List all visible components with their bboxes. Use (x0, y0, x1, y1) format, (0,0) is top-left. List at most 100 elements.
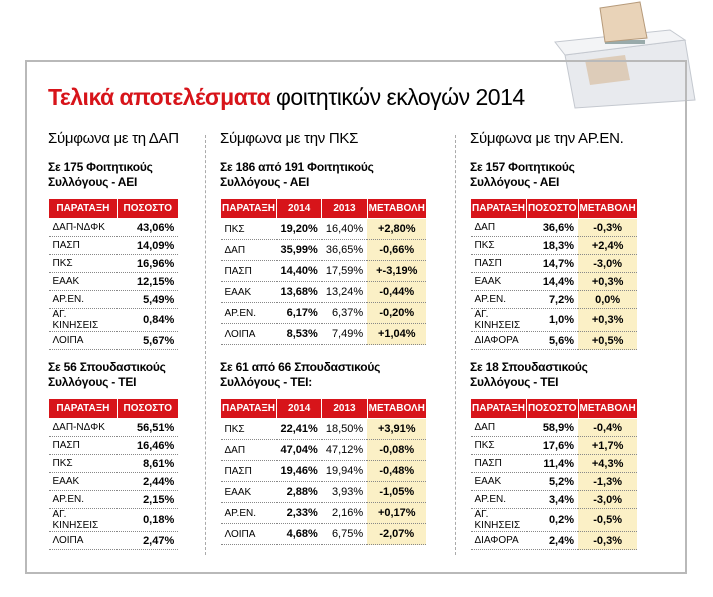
data-row: ΑΡ.ΕΝ. 6,17% 6,37% -0,20% (220, 302, 427, 324)
data-row: ΠΚΣ 16,96% (48, 254, 179, 273)
party-name: ΑΓ. ΚΙΝΗΣΕΙΣ (48, 308, 118, 332)
data-row: ΑΓ. ΚΙΝΗΣΕΙΣ 1,0% +0,3% (470, 308, 638, 332)
results-table: ΠΑΡΑΤΑΞΗ ΠΟΣΟΣΤΟ ΜΕΤΑΒΟΛΗ ΔΑΠ 58,9% -0,4% ΠΚΣ 1… (469, 398, 638, 550)
results-table: ΠΑΡΑΤΑΞΗ 2014 2013 ΜΕΤΑΒΟΛΗ ΠΚΣ 19,20% 16,40% +… (219, 198, 427, 345)
value-cell: -0,4% (578, 418, 638, 437)
party-name: ΕΑΑΚ (470, 272, 527, 291)
party-name: ΔΑΠ-ΝΔΦΚ (48, 418, 118, 437)
value-cell: 36,65% (321, 239, 368, 261)
value-cell: 2,4% (526, 531, 579, 550)
value-cell: 13,24% (321, 281, 368, 303)
value-cell: 12,15% (117, 272, 179, 291)
party-name: ΔΑΠ-ΝΔΦΚ (48, 218, 118, 237)
value-cell: 0,84% (117, 308, 179, 332)
column-header: ΠΑΡΑΤΑΞΗ (219, 398, 278, 419)
value-cell: -3,0% (578, 490, 638, 509)
value-cell: 14,7% (526, 254, 579, 273)
value-cell: +2,4% (578, 236, 638, 255)
value-cell: 16,46% (117, 436, 179, 455)
party-name: ΑΡ.ΕΝ. (220, 302, 277, 324)
data-row: ΑΡ.ΕΝ. 7,2% 0,0% (470, 290, 638, 309)
party-name: ΑΓ. ΚΙΝΗΣΕΙΣ (48, 508, 118, 532)
value-cell: 2,16% (321, 502, 368, 524)
data-row: ΠΑΣΠ 14,09% (48, 236, 179, 255)
party-name: ΔΑΠ (220, 239, 277, 261)
column-header: ΜΕΤΑΒΟΛΗ (577, 198, 638, 219)
value-cell: 18,50% (321, 418, 368, 440)
column-header: ΠΑΡΑΤΑΞΗ (469, 198, 528, 219)
table-block: Σε 61 από 66 Σπουδαστικούς Συλλόγους - Τ… (219, 360, 427, 545)
party-name: ΛΟΙΠΑ (48, 331, 118, 350)
data-row: ΑΓ. ΚΙΝΗΣΕΙΣ 0,2% -0,5% (470, 508, 638, 532)
value-cell: 7,49% (321, 323, 368, 345)
data-row: ΔΑΠ 58,9% -0,4% (470, 418, 638, 437)
envelope (599, 1, 648, 43)
party-name: ΕΑΑΚ (48, 472, 118, 491)
slot (605, 40, 645, 44)
data-row: ΛΟΙΠΑ 4,68% 6,75% -2,07% (220, 523, 427, 545)
party-name: ΠΑΣΠ (470, 454, 527, 473)
party-name: ΑΡ.ΕΝ. (48, 290, 118, 309)
party-name: ΔΑΠ (470, 218, 527, 237)
value-cell: 19,20% (276, 218, 322, 240)
party-name: ΑΓ. ΚΙΝΗΣΕΙΣ (470, 308, 527, 332)
header-row: ΠΑΡΑΤΑΞΗ ΠΟΣΟΣΤΟ (48, 398, 179, 419)
data-row: ΠΚΣ 19,20% 16,40% +2,80% (220, 218, 427, 240)
data-row: ΠΑΣΠ 14,40% 17,59% +-3,19% (220, 260, 427, 282)
title: Τελικά αποτελέσματα φοιτητικών εκλογών 2… (48, 84, 525, 111)
column-header: ΠΑΡΑΤΑΞΗ (469, 398, 528, 419)
header-row: ΠΑΡΑΤΑΞΗ ΠΟΣΟΣΤΟ (48, 198, 179, 219)
value-cell: 22,41% (276, 418, 322, 440)
column-header: 2014 (276, 398, 323, 419)
table-subtitle: Σε 61 από 66 Σπουδαστικούς Συλλόγους - Τ… (220, 360, 381, 389)
data-row: ΠΑΣΠ 16,46% (48, 436, 179, 455)
data-row: ΔΙΑΦΟΡΑ 5,6% +0,5% (470, 331, 638, 350)
party-name: ΔΑΠ (470, 418, 527, 437)
title-highlight: Τελικά αποτελέσματα (48, 84, 271, 110)
party-name: ΕΑΑΚ (470, 472, 527, 491)
value-cell: 5,67% (117, 331, 179, 350)
value-cell: 58,9% (526, 418, 579, 437)
value-cell: 1,0% (526, 308, 579, 332)
table-subtitle: Σε 157 Φοιτητικούς Συλλόγους - ΑΕΙ (470, 160, 575, 189)
party-name: ΔΑΠ (220, 439, 277, 461)
party-name: ΕΑΑΚ (220, 281, 277, 303)
value-cell: 6,75% (321, 523, 368, 545)
party-name: ΠΑΣΠ (48, 436, 118, 455)
data-row: ΔΑΠ 47,04% 47,12% -0,08% (220, 439, 427, 461)
party-name: ΠΑΣΠ (48, 236, 118, 255)
table-block: Σε 56 Σπουδαστικούς Συλλόγους - ΤΕΙ ΠΑΡΑΤ… (48, 360, 179, 550)
party-name: ΛΟΙΠΑ (220, 523, 277, 545)
column-header: ΠΟΣΟΣΤΟ (116, 398, 179, 419)
column: Σύμφωνα με την ΠΚΣ Σε 186 από 191 Φοιτητι… (219, 130, 427, 545)
column: Σύμφωνα με την ΑΡ.ΕΝ. Σε 157 Φοιτητικούς … (469, 130, 638, 550)
value-cell: 19,94% (321, 460, 368, 482)
value-cell: 2,88% (276, 481, 322, 503)
separator (455, 135, 456, 555)
value-cell: +2,80% (367, 218, 427, 240)
title-rest: φοιτητικών εκλογών 2014 (276, 84, 525, 110)
data-row: ΕΑΑΚ 5,2% -1,3% (470, 472, 638, 491)
header-row: ΠΑΡΑΤΑΞΗ 2014 2013 ΜΕΤΑΒΟΛΗ (219, 398, 427, 419)
value-cell: -0,20% (367, 302, 427, 324)
party-name: ΑΡ.ΕΝ. (48, 490, 118, 509)
party-name: ΛΟΙΠΑ (220, 323, 277, 345)
value-cell: 17,59% (321, 260, 368, 282)
column: Σύμφωνα με τη ΔΑΠ Σε 175 Φοιτητικούς Συλλ… (48, 130, 179, 550)
value-cell: +0,5% (578, 331, 638, 350)
data-row: ΑΡ.ΕΝ. 5,49% (48, 290, 179, 309)
table-block: Σε 18 Σπουδαστικούς Συλλόγους - ΤΕΙ ΠΑΡΑΤ… (469, 360, 638, 550)
data-row: ΠΚΣ 22,41% 18,50% +3,91% (220, 418, 427, 440)
value-cell: 7,2% (526, 290, 579, 309)
value-cell: -0,3% (578, 531, 638, 550)
value-cell: +1,04% (367, 323, 427, 345)
data-row: ΔΑΠ 35,99% 36,65% -0,66% (220, 239, 427, 261)
value-cell: -0,08% (367, 439, 427, 461)
data-row: ΑΓ. ΚΙΝΗΣΕΙΣ 0,18% (48, 508, 179, 532)
column-header: ΠΟΣΟΣΤΟ (116, 198, 179, 219)
value-cell: -1,05% (367, 481, 427, 503)
column-header: ΜΕΤΑΒΟΛΗ (366, 198, 427, 219)
party-name: ΛΟΙΠΑ (48, 531, 118, 550)
column-header: 2013 (321, 198, 368, 219)
value-cell: 16,40% (321, 218, 368, 240)
